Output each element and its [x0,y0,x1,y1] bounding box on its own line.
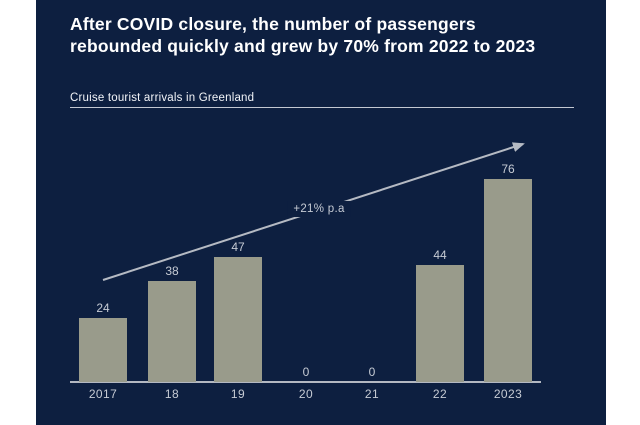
bar-value-label: 0 [302,365,310,379]
x-axis-line [70,381,541,383]
bar-18 [148,281,196,382]
subtitle-divider [70,107,574,108]
x-tick-label: 2017 [88,387,118,401]
x-tick-label: 20 [298,387,314,401]
chart-subtitle: Cruise tourist arrivals in Greenland [70,92,255,104]
trend-growth-label: +21% p.a [287,201,351,217]
bar-value-label: 47 [231,240,245,254]
bar-2023 [484,179,532,382]
bar-chart: +21% p.a 24 2017 38 18 47 19 0 20 0 21 44 22 76 2023 [36,0,606,425]
bar-value-label: 24 [96,301,110,315]
bar-value-label: 44 [433,248,447,262]
bar-value-label: 38 [165,264,179,278]
bar-2017 [79,318,127,382]
x-tick-label: 22 [432,387,448,401]
x-tick-label: 21 [364,387,380,401]
bar-value-label: 0 [368,365,376,379]
bar-19 [214,257,262,382]
x-tick-label: 2023 [493,387,523,401]
slide-panel: After COVID closure, the number of passe… [36,0,606,425]
headline-line-1: After COVID closure, the number of passe… [70,14,476,34]
x-tick-label: 19 [230,387,246,401]
chart-headline: After COVID closure, the number of passe… [70,13,590,57]
x-tick-label: 18 [164,387,180,401]
bar-value-label: 76 [501,162,515,176]
headline-line-2: rebounded quickly and grew by 70% from 2… [70,36,536,56]
bar-22 [416,265,464,382]
